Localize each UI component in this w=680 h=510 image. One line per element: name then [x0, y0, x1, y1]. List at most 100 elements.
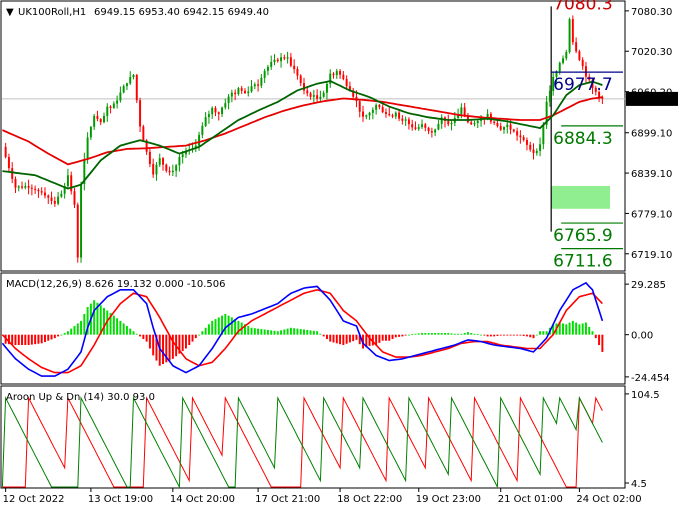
macd-pane[interactable]: MACD(12,26,9) 8.626 19.132 0.000 -10.506 [0, 272, 626, 385]
candle-body [207, 114, 210, 118]
candle-body [63, 186, 66, 194]
macd-histogram-bar [358, 334, 361, 345]
aroon-tick-label: 4.5 [631, 479, 647, 490]
candle-body [214, 107, 217, 113]
macd-histogram-bar [112, 315, 115, 335]
macd-signal-line [1, 288, 603, 374]
candle-body [240, 88, 243, 91]
macd-histogram-bar [460, 333, 463, 335]
macd-histogram-bar [273, 330, 276, 335]
macd-histogram-bar [466, 332, 469, 335]
macd-histogram-bar [535, 334, 538, 336]
macd-histogram-bar [207, 324, 210, 335]
candle-body [175, 165, 178, 171]
macd-histogram-bar [122, 323, 125, 335]
candle-body [404, 119, 407, 121]
candle-body [335, 71, 338, 76]
macd-histogram-bar [280, 330, 283, 335]
macd-histogram-bar [139, 334, 142, 337]
candle-body [430, 131, 433, 133]
macd-histogram-bar [558, 322, 561, 335]
macd-histogram-bar [60, 334, 63, 336]
candle-body [384, 112, 387, 114]
candle-body [512, 129, 515, 132]
time-tick-label: 24 Oct 02:00 [576, 494, 641, 505]
price-pane[interactable]: 7080.3 6977.7 6884.3 6765.9 6711.6 ▼ UK100Ro… [0, 0, 626, 272]
macd-histogram-bar [499, 334, 502, 336]
macd-histogram-bar [194, 334, 197, 339]
macd-histogram-bar [512, 334, 515, 336]
candle-body [99, 118, 102, 123]
candle-body [591, 79, 594, 88]
current-price-value: 6949.40 [629, 95, 670, 106]
candle-body [493, 121, 496, 123]
macd-histogram-bar [96, 302, 99, 335]
candle-body [473, 122, 476, 125]
macd-histogram-bar [178, 334, 181, 354]
price-pane-frame [0, 0, 626, 272]
macd-histogram-bar [522, 334, 525, 336]
candle-body [21, 186, 24, 188]
macd-histogram-bar [266, 329, 269, 335]
macd-histogram-bar [135, 333, 138, 335]
macd-tick-label: -24.454 [631, 373, 670, 384]
macd-histogram-bar [132, 331, 135, 335]
macd-histogram-bar [539, 331, 542, 335]
candle-body [414, 127, 417, 129]
macd-histogram-bar [70, 328, 73, 335]
candle-body [109, 106, 112, 108]
price-level-label: 6884.3 [553, 129, 612, 149]
candle-body [247, 91, 250, 94]
macd-histogram-bar [244, 324, 246, 335]
aroon-pane[interactable]: Aroon Up & Dn (14) 30.0 93.0 [0, 385, 626, 489]
candle-body [57, 196, 60, 204]
candle-body [168, 170, 171, 173]
macd-histogram-bar [109, 313, 112, 335]
candle-body [398, 112, 401, 119]
macd-histogram-bar [398, 334, 401, 337]
macd-histogram-bar [103, 307, 105, 335]
macd-histogram-bar [257, 328, 260, 335]
candle-body [348, 86, 351, 91]
candle-body [529, 144, 532, 150]
candle-body [4, 146, 7, 158]
candle-body [165, 164, 168, 171]
macd-histogram-bar [470, 332, 473, 335]
macd-histogram-bar [263, 329, 266, 335]
candle-body [598, 91, 601, 98]
time-tick-label: 13 Oct 19:00 [88, 494, 153, 505]
macd-histogram-bar [303, 329, 305, 335]
candle-body [509, 124, 512, 130]
macd-histogram-bar [578, 324, 581, 335]
macd-histogram-bar [37, 334, 40, 344]
candle-body [316, 95, 319, 99]
macd-histogram-bar [486, 334, 489, 337]
candle-body [129, 76, 132, 84]
macd-histogram-bar [493, 334, 496, 337]
candle-body [201, 125, 204, 135]
candle-body [76, 204, 79, 258]
current-price-box [626, 91, 678, 106]
candle-body [253, 84, 256, 87]
aroon-tick-label: 104.5 [631, 390, 660, 401]
candle-body [30, 187, 33, 189]
macd-histogram-bar [319, 333, 322, 335]
candle-body [503, 127, 505, 130]
candle-body [96, 115, 99, 119]
candle-body [93, 115, 96, 127]
time-tick-label: 17 Oct 21:00 [255, 494, 320, 505]
macd-histogram-bar [375, 334, 378, 346]
candle-body [116, 100, 119, 104]
candle-body [368, 112, 371, 116]
macd-histogram-bar [168, 334, 171, 361]
macd-histogram-bar [588, 326, 591, 335]
candle-body [525, 139, 528, 145]
candle-body [270, 61, 273, 67]
macd-histogram-bar [165, 334, 168, 363]
macd-histogram-bar [542, 331, 545, 335]
candle-body [306, 90, 309, 94]
macd-histogram-bar [181, 334, 184, 352]
candle-body [11, 168, 14, 179]
candle-body [506, 124, 509, 128]
